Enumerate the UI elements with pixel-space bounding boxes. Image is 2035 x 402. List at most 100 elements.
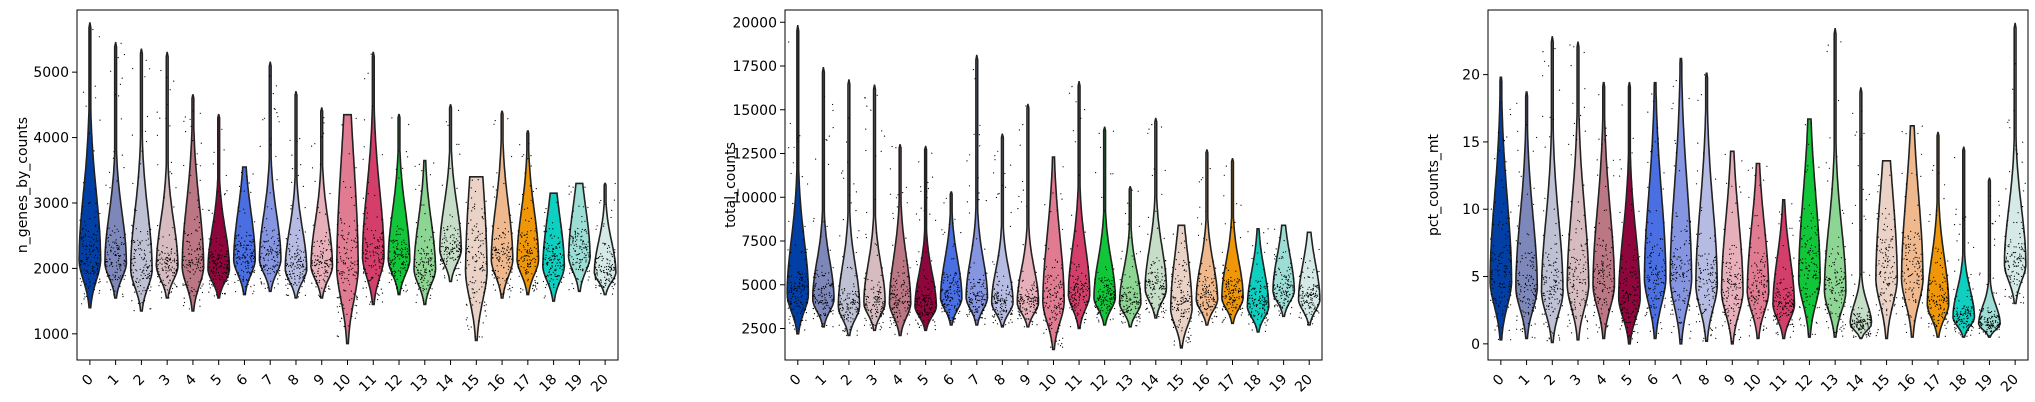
- data-point: [473, 291, 476, 294]
- data-point: [548, 271, 550, 273]
- data-point: [297, 174, 299, 177]
- data-point: [290, 275, 292, 277]
- data-point: [823, 288, 825, 290]
- data-point: [393, 255, 395, 257]
- data-point: [558, 275, 560, 277]
- data-point: [599, 256, 601, 258]
- data-point: [276, 112, 278, 114]
- data-point: [1023, 300, 1025, 302]
- data-point: [1112, 318, 1114, 320]
- data-point: [905, 293, 907, 295]
- data-point: [976, 295, 978, 297]
- data-point: [1077, 289, 1079, 291]
- data-point: [511, 155, 513, 158]
- data-point: [414, 258, 416, 261]
- data-point: [498, 255, 500, 257]
- data-point: [1130, 308, 1133, 310]
- data-point: [575, 262, 577, 264]
- data-point: [481, 208, 483, 210]
- data-point: [459, 246, 462, 248]
- data-point: [969, 154, 971, 156]
- data-point: [356, 272, 358, 274]
- data-point: [245, 267, 247, 269]
- data-point: [297, 217, 299, 220]
- x-tick-label: 1: [813, 372, 831, 390]
- data-point: [891, 285, 893, 287]
- data-point: [1036, 290, 1038, 292]
- data-point: [174, 252, 176, 254]
- data-point: [250, 235, 252, 237]
- data-point: [482, 266, 484, 268]
- data-point: [499, 284, 501, 286]
- data-point: [210, 280, 212, 282]
- data-point: [396, 225, 398, 227]
- data-point: [444, 277, 446, 279]
- data-point: [1032, 288, 1034, 290]
- data-point: [1103, 286, 1105, 288]
- data-point: [507, 245, 509, 248]
- data-point: [610, 268, 612, 270]
- data-point: [341, 222, 343, 224]
- data-point: [214, 260, 216, 262]
- data-point: [984, 273, 986, 275]
- data-point: [277, 116, 279, 118]
- data-point: [377, 294, 379, 296]
- data-point: [340, 258, 342, 260]
- data-point: [140, 163, 142, 165]
- data-point: [248, 272, 251, 274]
- data-point: [924, 277, 927, 280]
- data-point: [247, 267, 249, 269]
- data-point: [244, 286, 246, 288]
- data-point: [849, 311, 851, 313]
- data-point: [858, 313, 860, 315]
- data-point: [188, 259, 190, 262]
- y-tick-label: 1000: [33, 327, 69, 343]
- data-point: [403, 256, 405, 258]
- data-point: [895, 297, 897, 299]
- data-point: [1128, 299, 1130, 301]
- data-point: [1055, 332, 1057, 334]
- data-point: [1025, 308, 1028, 310]
- data-point: [1085, 278, 1088, 280]
- data-point: [251, 241, 253, 243]
- data-point: [551, 262, 553, 264]
- violin-1: [812, 67, 835, 328]
- data-point: [467, 259, 469, 262]
- data-point: [916, 264, 918, 266]
- data-point: [208, 283, 210, 285]
- data-point: [509, 255, 511, 258]
- data-point: [121, 77, 123, 79]
- data-point: [241, 269, 243, 271]
- data-point: [146, 115, 149, 118]
- data-point: [902, 289, 905, 291]
- data-point: [579, 245, 581, 247]
- data-point: [200, 142, 202, 144]
- data-point: [981, 298, 983, 300]
- data-point: [187, 264, 189, 266]
- data-point: [1042, 308, 1045, 310]
- data-point: [793, 316, 795, 318]
- data-point: [816, 299, 818, 301]
- data-point: [149, 251, 151, 253]
- data-point: [892, 307, 894, 309]
- data-point: [823, 275, 826, 277]
- data-point: [143, 300, 146, 302]
- data-point: [840, 298, 842, 300]
- data-point: [854, 300, 856, 302]
- data-point: [819, 316, 821, 318]
- data-point: [91, 268, 94, 270]
- data-point: [1095, 306, 1097, 309]
- data-point: [790, 301, 792, 303]
- data-point: [1020, 296, 1022, 298]
- data-point: [574, 275, 576, 277]
- data-point: [843, 300, 845, 302]
- data-point: [187, 234, 189, 236]
- data-point: [389, 251, 391, 253]
- data-point: [362, 213, 364, 215]
- data-point: [893, 313, 895, 316]
- data-point: [271, 253, 273, 255]
- data-point: [367, 212, 369, 214]
- data-point: [848, 117, 850, 119]
- data-point: [1080, 288, 1082, 290]
- data-point: [112, 285, 114, 287]
